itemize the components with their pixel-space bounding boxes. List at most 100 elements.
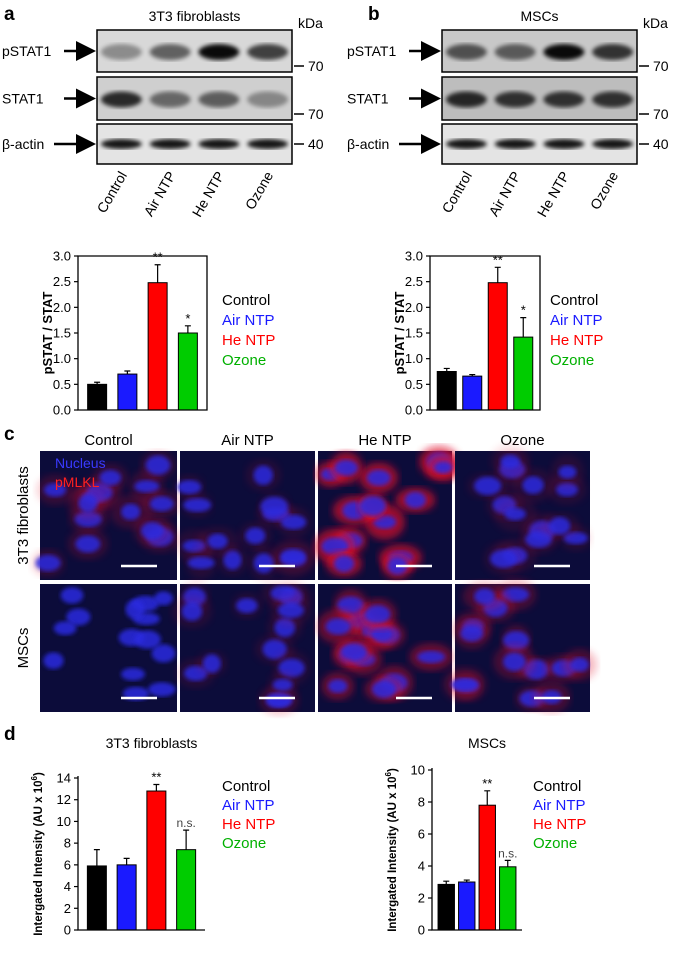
panel-label: a xyxy=(4,4,15,25)
nucleus xyxy=(78,493,98,513)
column-label: Control xyxy=(84,432,132,449)
row-label: STAT1 xyxy=(347,91,389,107)
blot-band xyxy=(198,91,240,108)
marker-label: 70 xyxy=(653,106,669,122)
y-axis-label: Intergated Intensity (AU x 106) xyxy=(30,772,45,936)
blot-title: MSCs xyxy=(520,8,558,24)
legend-entry: Control xyxy=(222,292,270,309)
chart-title: 3T3 fibroblasts xyxy=(106,735,198,751)
nucleus xyxy=(359,496,386,516)
blot-band xyxy=(494,44,536,60)
blot-band xyxy=(198,139,240,149)
micrograph xyxy=(443,578,597,713)
blot-band xyxy=(592,139,634,149)
blot-band xyxy=(445,44,487,60)
y-tick-label: 6 xyxy=(418,827,425,842)
y-tick-label: 1.5 xyxy=(53,326,71,341)
blot-band xyxy=(445,91,487,108)
nucleus xyxy=(99,470,122,486)
nucleus xyxy=(134,630,161,649)
nucleus xyxy=(474,588,495,605)
y-tick-label: 1.0 xyxy=(405,351,423,366)
lane-label: Air NTP xyxy=(140,169,178,219)
stain-label: pMLKL xyxy=(55,474,100,490)
y-tick-label: 2.5 xyxy=(53,274,71,289)
bar xyxy=(177,332,198,411)
lane-label: He NTP xyxy=(534,169,573,220)
y-tick-label: 4 xyxy=(64,879,71,894)
error-bar xyxy=(443,880,450,885)
panel-label: c xyxy=(4,424,15,445)
blot-band xyxy=(247,91,289,108)
bar xyxy=(147,282,168,411)
nucleus xyxy=(223,550,242,570)
legend-entry: He NTP xyxy=(533,816,586,833)
nucleus xyxy=(134,480,160,493)
nucleus xyxy=(277,602,304,619)
nucleus xyxy=(371,680,397,699)
y-tick-label: 0 xyxy=(418,923,425,938)
nucleus xyxy=(35,554,61,572)
blot-band xyxy=(543,139,585,149)
significance: ** xyxy=(153,250,163,265)
nucleus xyxy=(522,476,544,494)
lane-label: Air NTP xyxy=(485,169,523,219)
blot-band xyxy=(543,91,585,108)
error-bar xyxy=(494,266,501,283)
marker-label: 70 xyxy=(308,58,324,74)
nucleus xyxy=(333,555,355,572)
marker-label: 40 xyxy=(653,136,669,152)
y-tick-label: 3.0 xyxy=(405,249,423,264)
error-bar xyxy=(484,790,491,806)
nucleus xyxy=(460,625,484,642)
error-bar xyxy=(184,325,191,333)
nucleus xyxy=(207,533,228,549)
micrograph xyxy=(31,451,182,580)
nucleus xyxy=(417,650,446,664)
panel-label: b xyxy=(368,4,380,25)
y-axis-label-part: pSTAT / STAT xyxy=(392,292,407,375)
y-tick-label: 0.5 xyxy=(53,377,71,392)
y-tick-label: 2.0 xyxy=(53,300,71,315)
blot-band xyxy=(247,44,289,60)
y-axis-label: pSTAT / STAT xyxy=(40,292,55,375)
nucleus xyxy=(187,556,215,569)
error-bar xyxy=(463,879,470,882)
micrograph xyxy=(317,584,453,712)
nucleus xyxy=(43,652,64,670)
bar xyxy=(87,383,108,411)
nucleus xyxy=(151,644,176,663)
chart-title: MSCs xyxy=(468,735,506,751)
error-bar xyxy=(183,829,190,850)
y-tick-label: 2 xyxy=(418,891,425,906)
significance: ** xyxy=(482,776,492,791)
y-tick-label: 12 xyxy=(57,792,71,807)
significance: ** xyxy=(493,252,503,267)
nucleus xyxy=(328,679,348,693)
nucleus xyxy=(490,549,518,568)
row-label: 3T3 fibroblasts xyxy=(15,466,32,564)
error-bar xyxy=(124,370,131,375)
bar xyxy=(478,804,496,931)
y-axis-label-part: ) xyxy=(387,768,399,772)
y-tick-label: 0 xyxy=(64,923,71,938)
y-tick-label: 6 xyxy=(64,857,71,872)
y-axis-label-part: Intergated Intensity (AU x 10 xyxy=(33,781,45,936)
y-tick-label: 3.0 xyxy=(53,249,71,264)
y-tick-label: 0.5 xyxy=(405,377,423,392)
column-label: He NTP xyxy=(358,432,411,449)
nucleus xyxy=(253,553,274,574)
y-tick-label: 8 xyxy=(418,795,425,810)
significance: n.s. xyxy=(176,816,195,830)
significance: n.s. xyxy=(498,846,517,860)
panel-label: d xyxy=(4,724,16,745)
row-label: STAT1 xyxy=(2,91,44,107)
bar xyxy=(146,790,167,931)
blot-band xyxy=(100,44,142,60)
nucleus xyxy=(450,678,479,691)
nucleus xyxy=(181,601,203,621)
marker-label: 70 xyxy=(308,106,324,122)
y-tick-label: 0.0 xyxy=(53,403,71,418)
row-label: β-actin xyxy=(2,136,44,152)
